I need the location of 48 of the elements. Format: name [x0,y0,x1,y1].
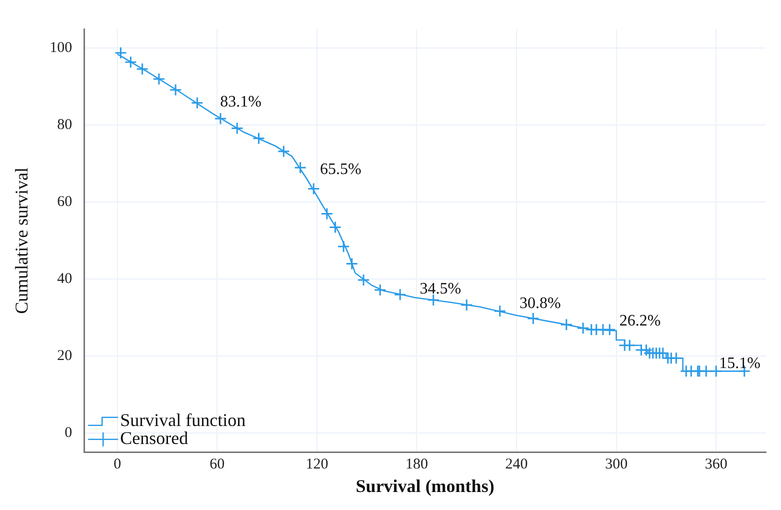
point [124,56,137,68]
point [307,182,320,195]
point [169,84,182,96]
y-tick-label: 0 [64,425,72,442]
point [346,258,358,270]
x-tick-label: 120 [306,456,328,472]
point [576,322,590,334]
x-tick-label: 300 [605,456,628,472]
point [230,122,244,135]
point [152,72,166,86]
point [214,112,227,125]
x-axis-title: Survival (months) [356,476,494,496]
point [328,220,342,234]
legend-label: Survival function [120,410,246,430]
point [277,145,290,158]
x-tick-label: 180 [405,456,428,472]
point [294,161,307,174]
y-tick-label: 60 [57,194,72,210]
point [136,62,149,76]
point [320,208,334,220]
x-tick-label: 60 [210,456,225,472]
point [252,132,265,145]
point [357,274,370,286]
x-tick-label: 0 [114,456,122,472]
annotation: 30.8% [520,294,561,312]
point [526,312,540,325]
annotation: 26.2% [619,312,661,330]
point [394,288,406,301]
y-tick-label: 40 [57,271,72,288]
legend-label: Censored [120,428,188,448]
point [460,298,473,312]
point [560,318,573,331]
point [494,304,506,318]
point [603,323,616,336]
annotation: 83.1% [220,94,262,110]
annotation: 34.5% [420,280,462,298]
y-tick-label: 80 [57,117,72,134]
annotation: 15.1% [719,355,760,372]
x-tick-label: 240 [505,456,528,472]
point [190,96,204,110]
y-axis-title: Cumulative survival [12,167,32,314]
x-tick-label: 360 [704,456,728,472]
annotation: 65.5% [320,161,362,178]
y-tick-label: 100 [50,40,72,56]
point [427,294,440,306]
point [374,284,386,296]
y-tick-label: 20 [57,348,72,364]
point [337,240,350,253]
